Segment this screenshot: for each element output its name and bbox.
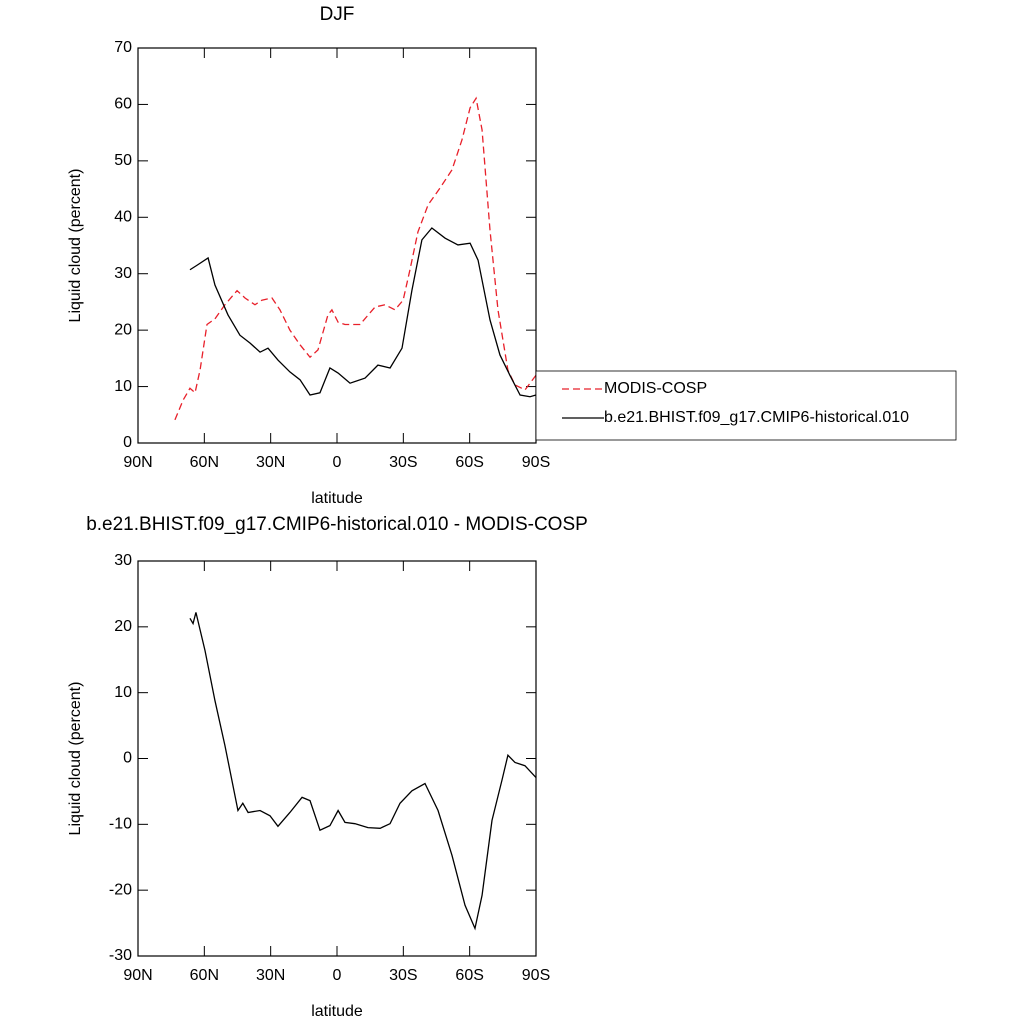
- legend-label: b.e21.BHIST.f09_g17.CMIP6-historical.010: [604, 409, 909, 426]
- x-tick-label: 90S: [522, 967, 550, 984]
- legend-label: MODIS-COSP: [604, 380, 707, 397]
- y-tick-label: 20: [114, 618, 132, 635]
- plot-frame: [137, 560, 537, 957]
- x-axis-label: latitude: [311, 1003, 363, 1020]
- x-tick-label: 0: [333, 967, 342, 984]
- y-tick-label: 60: [114, 96, 132, 113]
- data-line: [174, 96, 537, 421]
- x-tick-label: 60N: [190, 967, 219, 984]
- y-tick-label: 30: [114, 265, 132, 282]
- x-tick-label: 0: [333, 454, 342, 471]
- y-tick-label: 70: [114, 39, 132, 56]
- x-tick-label: 60N: [190, 454, 219, 471]
- x-tick-label: 60S: [455, 454, 483, 471]
- chart-title: b.e21.BHIST.f09_g17.CMIP6-historical.010…: [86, 514, 588, 535]
- y-axis-label: Liquid cloud (percent): [67, 682, 84, 836]
- chart-title: DJF: [320, 4, 355, 25]
- y-tick-label: 30: [114, 552, 132, 569]
- y-tick-label: -30: [109, 947, 132, 964]
- y-tick-label: 0: [123, 750, 132, 767]
- y-tick-label: 10: [114, 378, 132, 395]
- y-tick-label: 0: [123, 434, 132, 451]
- y-tick-label: 20: [114, 321, 132, 338]
- x-tick-label: 90S: [522, 454, 550, 471]
- y-tick-label: 40: [114, 209, 132, 226]
- y-tick-label: -10: [109, 816, 132, 833]
- x-tick-label: 30N: [256, 454, 285, 471]
- plot-frame: [137, 47, 537, 444]
- y-axis-label: Liquid cloud (percent): [67, 169, 84, 323]
- x-tick-label: 30S: [389, 454, 417, 471]
- x-tick-label: 90N: [123, 967, 152, 984]
- data-line: [189, 227, 537, 398]
- x-tick-label: 30S: [389, 967, 417, 984]
- legend-box: [535, 370, 957, 441]
- x-tick-label: 30N: [256, 967, 285, 984]
- data-line: [189, 612, 537, 931]
- x-tick-label: 90N: [123, 454, 152, 471]
- y-tick-label: -20: [109, 881, 132, 898]
- x-tick-label: 60S: [455, 967, 483, 984]
- y-tick-label: 10: [114, 684, 132, 701]
- y-tick-label: 50: [114, 152, 132, 169]
- x-axis-label: latitude: [311, 490, 363, 507]
